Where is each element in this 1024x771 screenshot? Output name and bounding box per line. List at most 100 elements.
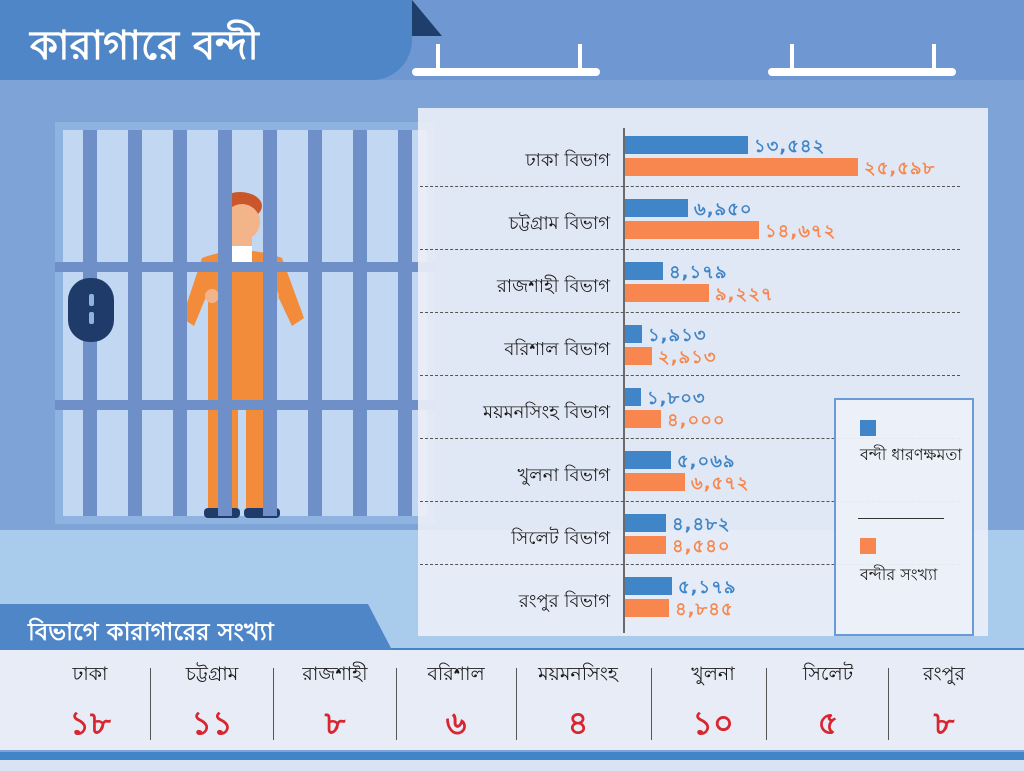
data-label-capacity: ১,৯১৩ xyxy=(648,325,707,346)
category-label: রাজশাহী বিভাগ xyxy=(496,276,610,297)
cell-crossbar xyxy=(55,262,435,272)
division-name: চট্টগ্রাম xyxy=(185,663,239,685)
data-label-inmates: ২,৯১৩ xyxy=(658,347,717,368)
section-title: বিভাগে কারাগারের সংখ্যা xyxy=(28,618,274,646)
column-divider xyxy=(150,668,151,740)
strip-border-bottom xyxy=(0,752,1024,760)
data-label-capacity: ৫,০৬৯ xyxy=(677,451,736,472)
legend-label-count: বন্দীর সংখ্যা xyxy=(860,565,938,584)
prison-count-item: ময়মনসিংহ ৪ xyxy=(508,660,648,752)
bar-capacity xyxy=(625,136,748,154)
prison-count-strip xyxy=(0,650,1024,750)
strip-base xyxy=(0,760,1024,771)
bar-capacity xyxy=(625,325,642,343)
column-divider xyxy=(651,668,652,740)
bar-inmates xyxy=(625,536,666,554)
chart-axis xyxy=(623,128,625,633)
data-label-inmates: ২৫,৫৯৮ xyxy=(864,158,936,179)
legend-divider xyxy=(858,518,944,519)
cell-bar xyxy=(263,130,277,516)
legend-swatch-capacity xyxy=(860,420,876,436)
data-label-inmates: ৪,৮৪৫ xyxy=(675,599,734,620)
data-label-capacity: ১৩,৫৪২ xyxy=(754,136,826,157)
row-separator xyxy=(420,312,960,313)
cell-bar xyxy=(308,130,322,516)
category-label: ময়মনসিংহ বিভাগ xyxy=(483,402,610,423)
chart-legend: বন্দী ধারণক্ষমতা বন্দীর সংখ্যা xyxy=(834,398,974,636)
division-name: খুলনা xyxy=(691,663,735,685)
category-label: চট্টগ্রাম বিভাগ xyxy=(508,213,610,234)
prison-count-value: ৫ xyxy=(817,704,839,742)
prison-count-value: ৮ xyxy=(324,704,346,742)
prison-count-value: ৬ xyxy=(445,704,467,742)
bar-capacity xyxy=(625,577,672,595)
bar-capacity xyxy=(625,262,663,280)
cell-bar xyxy=(173,130,187,516)
rail-post xyxy=(436,44,440,70)
rail-post xyxy=(790,44,794,70)
rail-post xyxy=(932,44,936,70)
data-label-capacity: ৪,১৭৯ xyxy=(669,262,728,283)
category-label: সিলেট বিভাগ xyxy=(511,528,610,549)
data-label-capacity: ১,৮০৩ xyxy=(647,388,706,409)
column-divider xyxy=(273,668,274,740)
data-label-inmates: ৪,৫৪০ xyxy=(672,536,731,557)
division-name: রংপুর xyxy=(923,663,965,685)
cell-bar xyxy=(398,130,412,516)
keyhole xyxy=(89,294,94,306)
legend-label-capacity: বন্দী ধারণক্ষমতা xyxy=(860,445,962,464)
data-label-inmates: ৬,৫৭২ xyxy=(691,473,750,494)
title-banner: কারাগারে বন্দী xyxy=(0,0,412,80)
prison-count-item: রংপুর ৮ xyxy=(874,660,1014,752)
row-separator xyxy=(420,375,960,376)
bar-inmates xyxy=(625,158,858,176)
prisoner-illustration xyxy=(182,192,304,518)
bar-inmates xyxy=(625,599,669,617)
section-tab: বিভাগে কারাগারের সংখ্যা xyxy=(0,604,392,650)
prison-count-value: ৮ xyxy=(933,704,955,742)
cell-crossbar xyxy=(55,400,435,410)
division-name: রাজশাহী xyxy=(302,663,368,685)
data-label-inmates: ৪,০০০ xyxy=(667,410,726,431)
lock-icon xyxy=(68,278,114,342)
row-separator xyxy=(420,501,960,502)
cell-bar xyxy=(128,130,142,516)
row-separator xyxy=(420,438,960,439)
prison-count-item: ঢাকা ১৮ xyxy=(20,660,160,752)
prison-count-item: সিলেট ৫ xyxy=(758,660,898,752)
bar-inmates xyxy=(625,221,759,239)
bar-inmates xyxy=(625,410,661,428)
bar-capacity xyxy=(625,451,671,469)
prison-count-item: খুলনা ১০ xyxy=(643,660,783,752)
data-label-capacity: ৬,৯৫০ xyxy=(694,199,753,220)
cell-bar xyxy=(218,130,232,516)
column-divider xyxy=(396,668,397,740)
bar-inmates xyxy=(625,347,652,365)
legend-swatch-count xyxy=(860,538,876,554)
bar-capacity xyxy=(625,199,688,217)
data-label-capacity: ৪,৪৮২ xyxy=(672,514,731,535)
bar-capacity xyxy=(625,388,641,406)
bar-capacity xyxy=(625,514,666,532)
category-label: রংপুর বিভাগ xyxy=(518,591,610,612)
column-divider xyxy=(888,668,889,740)
prison-count-value: ১১ xyxy=(191,704,233,742)
rail-post xyxy=(578,44,582,70)
prison-count-item: বরিশাল ৬ xyxy=(386,660,526,752)
column-divider xyxy=(766,668,767,740)
ceiling-rail-right xyxy=(768,68,956,76)
row-separator xyxy=(420,564,960,565)
row-separator xyxy=(420,249,960,250)
column-divider xyxy=(516,668,517,740)
ceiling-rail-left xyxy=(412,68,600,76)
prison-count-item: রাজশাহী ৮ xyxy=(265,660,405,752)
prison-count-value: ১০ xyxy=(692,704,734,742)
data-label-capacity: ৫,১৭৯ xyxy=(678,577,737,598)
category-label: বরিশাল বিভাগ xyxy=(504,339,610,360)
division-name: সিলেট xyxy=(802,663,854,685)
data-label-inmates: ১৪,৬৭২ xyxy=(765,221,837,242)
row-separator xyxy=(420,186,960,187)
category-label: ঢাকা বিভাগ xyxy=(525,150,610,171)
division-name: বরিশাল xyxy=(427,663,485,685)
